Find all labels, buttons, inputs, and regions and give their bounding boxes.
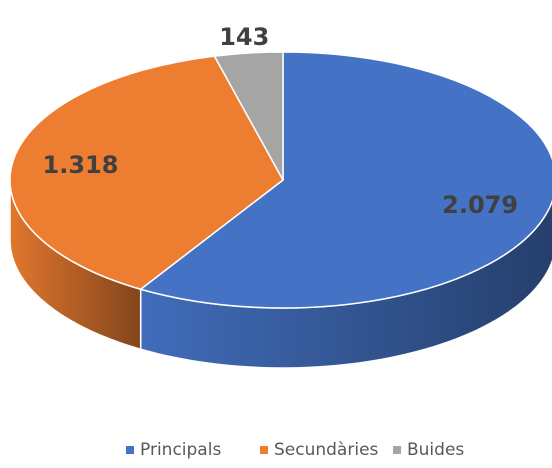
value-label: 1.318 xyxy=(43,151,119,179)
legend-label: Secundàries xyxy=(274,440,379,460)
value-label: 2.079 xyxy=(442,191,518,219)
slice xyxy=(213,51,284,181)
legend-swatch xyxy=(393,446,401,454)
legend-swatch xyxy=(260,446,268,454)
slice xyxy=(139,51,552,309)
legend-label: Buides xyxy=(407,440,464,460)
legend-label: Principals xyxy=(140,440,221,460)
legend-swatch xyxy=(126,446,134,454)
value-label: 143 xyxy=(219,23,269,51)
slice xyxy=(9,55,284,291)
